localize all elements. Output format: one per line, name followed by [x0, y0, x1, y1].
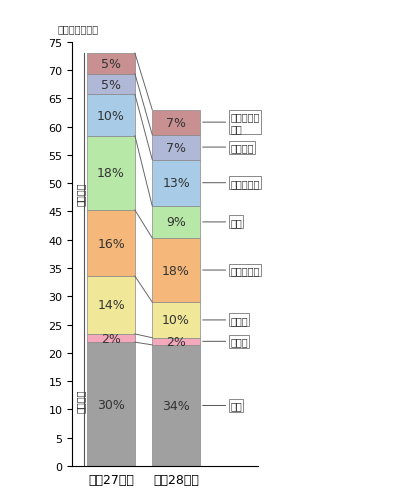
- Text: 譲与税・交
付金: 譲与税・交 付金: [202, 112, 259, 134]
- Text: 2%: 2%: [101, 332, 121, 345]
- Text: 34%: 34%: [162, 399, 189, 412]
- Bar: [87, 343, 135, 466]
- Text: 16%: 16%: [97, 237, 125, 250]
- Bar: [152, 135, 199, 160]
- Text: 2%: 2%: [166, 335, 186, 348]
- Text: その他: その他: [202, 315, 247, 325]
- Text: 5%: 5%: [101, 58, 121, 71]
- Text: 18%: 18%: [162, 264, 190, 277]
- Bar: [87, 210, 135, 277]
- Text: 5%: 5%: [101, 78, 121, 91]
- Text: 10%: 10%: [97, 109, 125, 122]
- Bar: [87, 334, 135, 343]
- Text: 地方交付税: 地方交付税: [202, 266, 259, 276]
- Text: 県支出金: 県支出金: [202, 143, 253, 153]
- Text: 14%: 14%: [97, 299, 125, 312]
- Text: 国庫支出金: 国庫支出金: [202, 178, 259, 188]
- Text: 諸収入: 諸収入: [202, 337, 247, 347]
- Text: 町税: 町税: [202, 401, 241, 411]
- Text: 13%: 13%: [162, 177, 189, 190]
- Text: 依存財源: 依存財源: [75, 182, 85, 206]
- Bar: [87, 136, 135, 210]
- Bar: [87, 95, 135, 136]
- Bar: [87, 75, 135, 95]
- Bar: [152, 345, 199, 466]
- Text: 9%: 9%: [166, 216, 186, 229]
- Bar: [152, 303, 199, 338]
- Text: （単位：億円）: （単位：億円）: [57, 24, 98, 34]
- Bar: [152, 110, 199, 135]
- Text: 町債: 町債: [202, 217, 241, 227]
- Text: 7%: 7%: [166, 141, 186, 154]
- Text: 自主財源: 自主財源: [75, 388, 85, 412]
- Text: 18%: 18%: [97, 167, 125, 180]
- Text: 7%: 7%: [166, 116, 186, 129]
- Text: 30%: 30%: [97, 398, 125, 411]
- Bar: [152, 160, 199, 206]
- Bar: [152, 338, 199, 345]
- Text: 10%: 10%: [162, 314, 190, 327]
- Bar: [152, 238, 199, 303]
- Bar: [87, 277, 135, 334]
- Bar: [152, 206, 199, 238]
- Bar: [87, 54, 135, 75]
